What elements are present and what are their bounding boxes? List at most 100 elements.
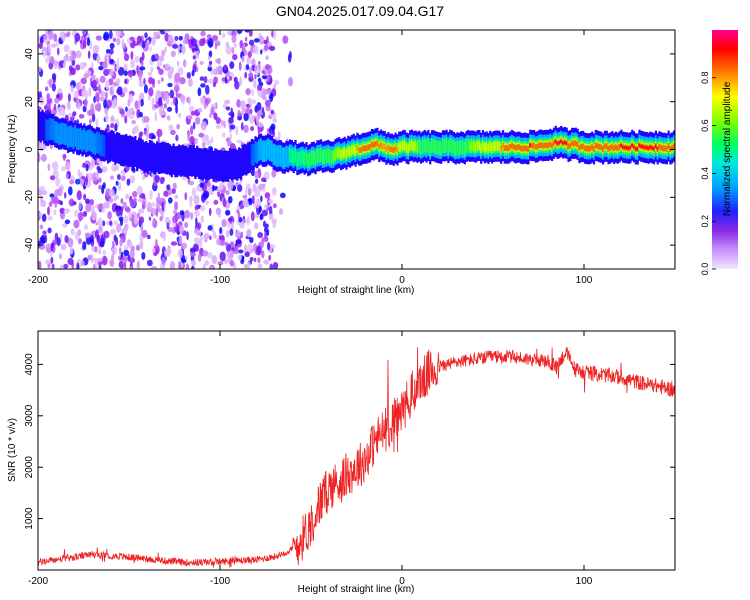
noise-blob (229, 132, 233, 141)
noise-blob (208, 207, 212, 217)
ridge-segment (423, 138, 426, 153)
noise-blob (208, 55, 211, 61)
ridge-segment (150, 140, 153, 172)
ridge-segment (636, 147, 639, 151)
noise-blob (82, 211, 88, 217)
ridge-segment (339, 149, 343, 160)
ridge-segment (303, 151, 306, 167)
ridge-segment (76, 128, 79, 150)
ridge-segment (221, 151, 224, 183)
ridge-segment (105, 129, 108, 161)
noise-blob (254, 178, 259, 184)
noise-blob (65, 161, 71, 171)
ridge-segment (354, 146, 357, 156)
noise-blob (264, 204, 269, 210)
noise-blob (256, 245, 262, 256)
snr-frame (37, 330, 676, 571)
noise-blob (166, 184, 171, 191)
ridge-segment (620, 143, 623, 147)
noise-blob (101, 234, 104, 244)
ridge-segment (363, 145, 366, 152)
noise-blob (88, 87, 92, 97)
ridge-segment (66, 126, 70, 149)
ridge-segment (343, 147, 346, 158)
ridge-segment (449, 138, 452, 153)
ridge-segment (292, 150, 295, 165)
ridge-segment (217, 150, 221, 182)
noise-blob (164, 46, 168, 53)
ridge-segment (148, 139, 152, 172)
ridge-segment (174, 146, 177, 178)
noise-blob (237, 254, 243, 261)
noise-blob (156, 61, 163, 68)
noise-blob (121, 175, 126, 181)
noise-blob (97, 203, 104, 210)
noise-blob (82, 162, 86, 168)
ridge-segment (325, 148, 328, 164)
noise-blob (93, 246, 98, 253)
noise-blob (229, 259, 235, 267)
noise-blob (224, 99, 231, 105)
noise-blob (174, 201, 179, 211)
noise-blob (139, 239, 144, 250)
ridge-segment (627, 146, 630, 150)
noise-blob (136, 260, 140, 269)
ridge-segment (389, 146, 392, 153)
noise-blob (116, 223, 122, 233)
noise-blob (176, 60, 180, 67)
ridge-segment (327, 148, 330, 163)
noise-blob (52, 161, 59, 171)
ridge-segment (576, 141, 579, 148)
noise-blob (246, 57, 251, 65)
noise-blob (201, 136, 208, 142)
ridge-segment (101, 134, 104, 157)
noise-blob (228, 196, 233, 204)
ridge-segment (378, 143, 381, 150)
noise-blob (239, 39, 244, 49)
noise-blob (179, 210, 185, 216)
noise-blob (47, 163, 51, 171)
noise-blob (72, 111, 77, 117)
ridge-segment (558, 141, 561, 145)
noise-blob (243, 124, 249, 133)
ridge-segment (429, 141, 432, 156)
ridge-segment (117, 132, 121, 164)
colorbar-gradient (712, 30, 738, 269)
ridge-segment (500, 145, 503, 152)
ridge-segment (121, 135, 124, 167)
noise-blob (176, 123, 180, 130)
colorbar-tick-label: 0.0 (700, 263, 710, 276)
ridge-segment (152, 142, 155, 174)
noise-blob (106, 220, 110, 226)
noise-blob (119, 108, 125, 115)
noise-blob (175, 104, 178, 114)
ridge-segment (305, 150, 308, 165)
ridge-segment (77, 128, 81, 151)
noise-blob (162, 233, 166, 242)
noise-blob (179, 76, 186, 85)
noise-blob (130, 51, 134, 60)
noise-blob (220, 119, 224, 127)
noise-blob (48, 30, 54, 41)
noise-blob (109, 68, 114, 77)
noise-blob (89, 119, 92, 124)
noise-blob (98, 249, 102, 255)
noise-blob (105, 91, 108, 100)
noise-blob (191, 187, 197, 197)
ridge-segment (181, 144, 184, 176)
ridge-segment (434, 139, 437, 154)
noise-blob (92, 85, 99, 92)
noise-blob (69, 67, 76, 76)
noise-blob (39, 96, 45, 106)
noise-blob (188, 96, 191, 106)
ridge-segment (90, 130, 93, 153)
noise-blob (135, 244, 141, 251)
ridge-segment (57, 123, 61, 145)
ridge-segment (512, 143, 516, 150)
ridge-segment (529, 143, 532, 147)
noise-blob (161, 111, 167, 116)
noise-blob (82, 241, 87, 250)
ridge-segment (399, 142, 403, 152)
ridge-segment (416, 142, 419, 153)
ridge-segment (432, 138, 435, 153)
